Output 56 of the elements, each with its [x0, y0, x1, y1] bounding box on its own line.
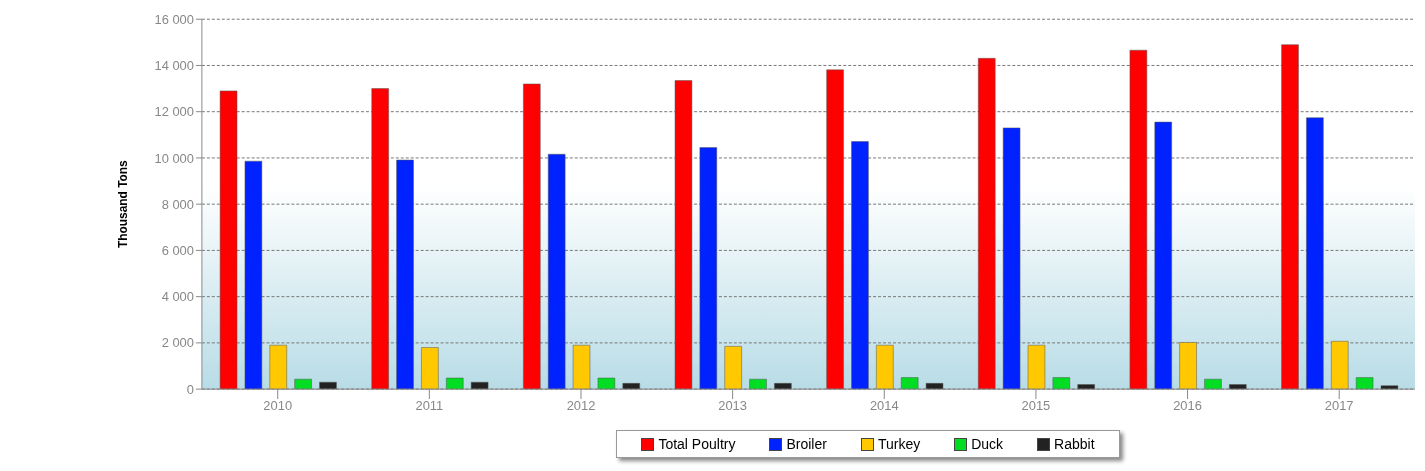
- bar: [572, 344, 591, 390]
- legend-label: Rabbit: [1053, 436, 1095, 452]
- bar: [876, 344, 894, 390]
- x-tick-label: 2012: [566, 398, 596, 414]
- y-tick-label: 10 000: [154, 150, 194, 166]
- bar: [1129, 49, 1148, 390]
- bar: [978, 58, 996, 390]
- y-tick-label: 12 000: [154, 104, 194, 120]
- bar: [1281, 44, 1299, 390]
- bar: [1027, 344, 1046, 390]
- y-tick-label: 0: [186, 381, 194, 397]
- bar: [219, 90, 238, 390]
- bar: [523, 83, 541, 390]
- x-tick-label: 2010: [263, 398, 293, 414]
- y-tick-label: 14 000: [154, 58, 194, 74]
- bar: [371, 88, 389, 390]
- bar: [446, 377, 464, 390]
- bar: [699, 147, 718, 390]
- legend-label: Duck: [970, 436, 1004, 452]
- y-axis-title: Thousand Tons: [115, 159, 130, 249]
- bar: [244, 160, 263, 390]
- bar: [1355, 377, 1374, 390]
- bar: [597, 377, 616, 390]
- bar: [1052, 377, 1071, 390]
- x-tick-label: 2013: [718, 398, 747, 414]
- x-tick-label: 2016: [1173, 398, 1202, 414]
- legend-label: Broiler: [785, 436, 827, 452]
- legend-label: Total Poultry: [657, 436, 736, 452]
- y-tick-label: 8 000: [161, 196, 194, 212]
- y-tick-label: 16 000: [154, 11, 194, 27]
- bar: [1154, 121, 1172, 390]
- bar: [826, 69, 844, 390]
- bar: [1204, 378, 1222, 390]
- y-tick-label: 4 000: [161, 289, 194, 305]
- bar: [294, 378, 312, 390]
- bar: [925, 383, 944, 390]
- x-tick-label: 2017: [1324, 398, 1354, 414]
- bar: [269, 344, 287, 390]
- bar: [749, 378, 767, 390]
- bar: [1306, 117, 1324, 390]
- bar: [851, 141, 869, 390]
- x-tick-label: 2014: [869, 398, 899, 414]
- bar: [1331, 341, 1349, 390]
- bar: [1002, 127, 1021, 390]
- y-tick-label: 6 000: [161, 243, 194, 258]
- bar: [900, 377, 919, 390]
- bar: [421, 347, 439, 390]
- x-tick-label: 2011: [415, 398, 444, 414]
- bar: [547, 153, 566, 390]
- y-tick-label: 2 000: [161, 335, 194, 351]
- x-tick-label: 2015: [1021, 398, 1051, 414]
- bar: [724, 346, 742, 390]
- bar: [396, 159, 414, 390]
- bar: [674, 80, 693, 390]
- bar: [1179, 342, 1197, 390]
- legend-label: Turkey: [876, 436, 921, 452]
